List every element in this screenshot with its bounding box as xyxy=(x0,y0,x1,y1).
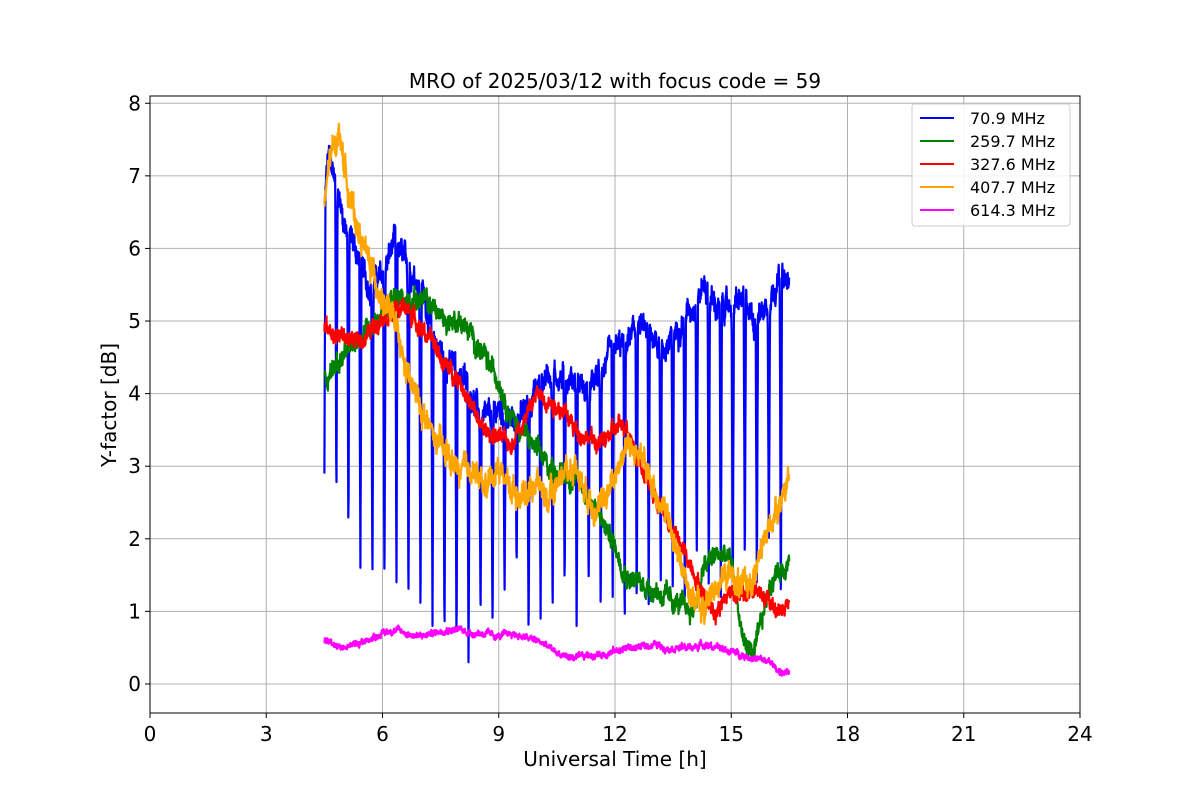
y-tick-label: 0 xyxy=(128,672,141,696)
legend-label: 407.7 MHz xyxy=(970,178,1055,197)
plot-series xyxy=(323,122,791,677)
y-tick-label: 8 xyxy=(128,91,141,115)
y-tick-label: 2 xyxy=(128,527,141,551)
x-tick-label: 21 xyxy=(951,722,976,746)
y-tick-label: 4 xyxy=(128,382,141,406)
legend: 70.9 MHz 259.7 MHz 327.6 MHz 407.7 MHz 614.3… xyxy=(911,103,1071,227)
legend-label: 614.3 MHz xyxy=(970,201,1055,220)
x-tick-label: 9 xyxy=(492,722,505,746)
x-tick-label: 6 xyxy=(376,722,389,746)
y-tick-label: 1 xyxy=(128,599,141,623)
y-tick-label: 3 xyxy=(128,454,141,478)
x-tick-label: 12 xyxy=(602,722,627,746)
y-tick-label: 7 xyxy=(128,164,141,188)
series-line-3 xyxy=(323,297,791,626)
x-tick-label: 3 xyxy=(260,722,273,746)
x-tick-label: 24 xyxy=(1067,722,1092,746)
y-tick-label: 5 xyxy=(128,309,141,333)
x-tick-label: 15 xyxy=(719,722,744,746)
legend-box xyxy=(911,103,1071,227)
series-line-4 xyxy=(323,122,791,626)
legend-label: 327.6 MHz xyxy=(970,155,1055,174)
series-line-5 xyxy=(323,624,791,677)
x-axis-label: Universal Time [h] xyxy=(523,747,706,771)
x-tick-label: 18 xyxy=(835,722,860,746)
legend-label: 70.9 MHz xyxy=(970,109,1045,128)
chart-title: MRO of 2025/03/12 with focus code = 59 xyxy=(409,69,821,93)
series-line-1 xyxy=(323,144,791,664)
y-axis-label: Y-factor [dB] xyxy=(97,343,121,468)
y-tick-label: 6 xyxy=(128,236,141,260)
x-tick-label: 0 xyxy=(144,722,157,746)
legend-label: 259.7 MHz xyxy=(970,132,1055,151)
